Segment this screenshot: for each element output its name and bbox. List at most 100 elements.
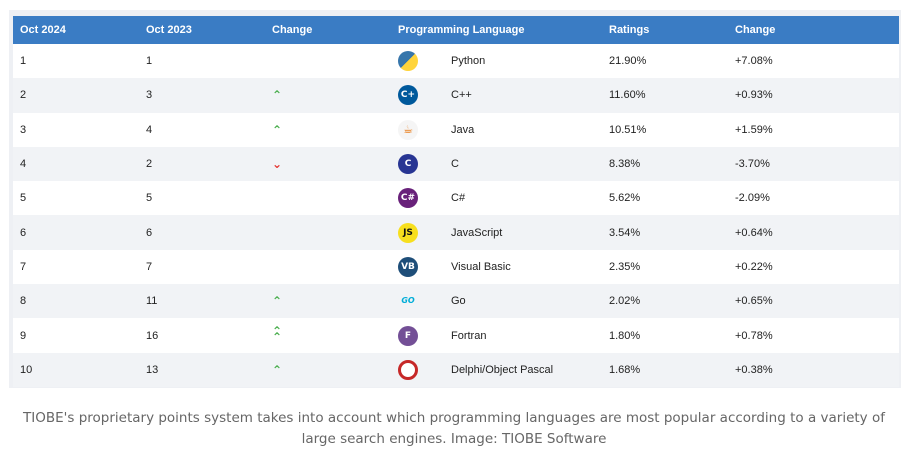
rating-cell: 2.02% <box>602 284 728 319</box>
rating-change-cell: +0.22% <box>728 249 899 285</box>
table-row: 6 6 JS JavaScript 3.54% +0.64% <box>13 215 899 250</box>
cpp-icon: C+ <box>398 85 418 106</box>
trend-cell <box>265 215 391 250</box>
table-row: 10 13 ⌃ Delphi/Object Pascal 1.68% +0.38% <box>13 352 899 387</box>
header-change-rating: Change <box>728 16 899 44</box>
trend-cell <box>265 249 391 285</box>
rank-2023-cell: 4 <box>139 112 265 147</box>
language-name: Fortran <box>451 329 487 342</box>
language-cell: C# C# <box>391 181 602 216</box>
language-name: Delphi/Object Pascal <box>451 363 554 376</box>
rating-change-cell: -3.70% <box>728 146 899 182</box>
rank-2024-cell: 3 <box>13 112 139 147</box>
image-caption: TIOBE's proprietary points system takes … <box>23 410 885 447</box>
rating-cell: 8.38% <box>602 146 728 182</box>
rating-cell: 3.54% <box>602 215 728 250</box>
header-oct-2024: Oct 2024 <box>13 16 139 44</box>
language-cell: Python <box>391 44 602 79</box>
header-ratings: Ratings <box>602 16 728 44</box>
language-name: C <box>451 158 459 171</box>
table-row: 4 2 ⌄ C C 8.38% -3.70% <box>13 146 899 182</box>
rating-change-cell: +0.93% <box>728 78 899 113</box>
delphi-icon <box>398 359 418 380</box>
rating-change-cell: +0.65% <box>728 284 899 319</box>
language-cell: JS JavaScript <box>391 215 602 250</box>
rank-2024-cell: 8 <box>13 284 139 319</box>
rank-2023-cell: 5 <box>139 181 265 216</box>
trend-up-icon: ⌃ <box>272 294 283 309</box>
language-name: Java <box>451 123 475 136</box>
table-row: 2 3 ⌃ C+ C++ 11.60% +0.93% <box>13 78 899 113</box>
language-name: C# <box>451 192 466 205</box>
language-cell: F Fortran <box>391 318 602 353</box>
language-name: JavaScript <box>451 226 503 239</box>
language-cell: Delphi/Object Pascal <box>391 352 602 387</box>
rating-cell: 21.90% <box>602 44 728 79</box>
rank-2024-cell: 6 <box>13 215 139 250</box>
table-row: 1 1 Python 21.90% +7.08% <box>13 44 899 79</box>
rank-2024-cell: 1 <box>13 44 139 79</box>
visual-basic-icon: VB <box>398 256 418 277</box>
trend-cell: ⌄ <box>265 146 391 182</box>
go-icon: GO <box>401 296 415 306</box>
rating-change-cell: +0.78% <box>728 318 899 353</box>
rank-2024-cell: 10 <box>13 352 139 387</box>
trend-cell: ⌃ <box>265 352 391 387</box>
table-row: 8 11 ⌃ GO Go 2.02% +0.65% <box>13 284 899 319</box>
table-row: 7 7 VB Visual Basic 2.35% +0.22% <box>13 249 899 285</box>
rating-change-cell: +7.08% <box>728 44 899 79</box>
table-row: 3 4 ⌃ ☕ Java 10.51% +1.59% <box>13 112 899 147</box>
language-cell: ☕ Java <box>391 112 602 147</box>
header-change-rank: Change <box>265 16 391 44</box>
trend-cell <box>265 181 391 216</box>
trend-cell: ⌃ <box>265 78 391 113</box>
rank-2023-cell: 3 <box>139 78 265 113</box>
trend-cell: ⌃ <box>265 284 391 319</box>
trend-cell: ⌃ <box>265 112 391 147</box>
fortran-icon: F <box>398 325 418 346</box>
language-name: C++ <box>451 89 472 102</box>
rank-2023-cell: 7 <box>139 249 265 285</box>
rank-2023-cell: 1 <box>139 44 265 79</box>
csharp-icon: C# <box>398 188 418 209</box>
rating-change-cell: +0.38% <box>728 352 899 387</box>
rank-2024-cell: 4 <box>13 146 139 182</box>
trend-double-up-icon: ⌃ ⌃ <box>272 323 283 344</box>
rank-2023-cell: 11 <box>139 284 265 319</box>
table-header-row: Oct 2024 Oct 2023 Change Programming Lan… <box>13 16 899 44</box>
tiobe-index-table: Oct 2024 Oct 2023 Change Programming Lan… <box>13 16 899 387</box>
javascript-icon: JS <box>398 222 418 243</box>
rating-change-cell: +0.64% <box>728 215 899 250</box>
language-cell: GO Go <box>391 284 602 319</box>
rank-2024-cell: 2 <box>13 78 139 113</box>
rank-2023-cell: 13 <box>139 352 265 387</box>
rating-cell: 2.35% <box>602 249 728 285</box>
header-language: Programming Language <box>391 16 602 44</box>
rating-change-cell: -2.09% <box>728 181 899 216</box>
trend-cell <box>265 44 391 79</box>
rank-2023-cell: 6 <box>139 215 265 250</box>
java-icon: ☕ <box>398 119 418 140</box>
rating-cell: 5.62% <box>602 181 728 216</box>
rating-cell: 1.68% <box>602 352 728 387</box>
language-cell: C+ C++ <box>391 78 602 113</box>
rank-2024-cell: 7 <box>13 249 139 285</box>
trend-down-icon: ⌄ <box>272 157 283 172</box>
c-icon: C <box>398 154 418 175</box>
rating-cell: 10.51% <box>602 112 728 147</box>
trend-up-icon: ⌃ <box>272 362 283 377</box>
language-name: Go <box>451 295 466 308</box>
language-name: Visual Basic <box>451 260 511 273</box>
rating-cell: 11.60% <box>602 78 728 113</box>
rating-change-cell: +1.59% <box>728 112 899 147</box>
language-cell: VB Visual Basic <box>391 249 602 285</box>
trend-cell: ⌃ ⌃ <box>265 318 391 353</box>
table-row: 5 5 C# C# 5.62% -2.09% <box>13 181 899 216</box>
rank-2024-cell: 9 <box>13 318 139 353</box>
trend-up-icon: ⌃ <box>272 88 283 103</box>
python-icon <box>398 51 418 72</box>
trend-up-icon: ⌃ <box>272 122 283 137</box>
language-name: Python <box>451 55 486 68</box>
rank-2023-cell: 16 <box>139 318 265 353</box>
